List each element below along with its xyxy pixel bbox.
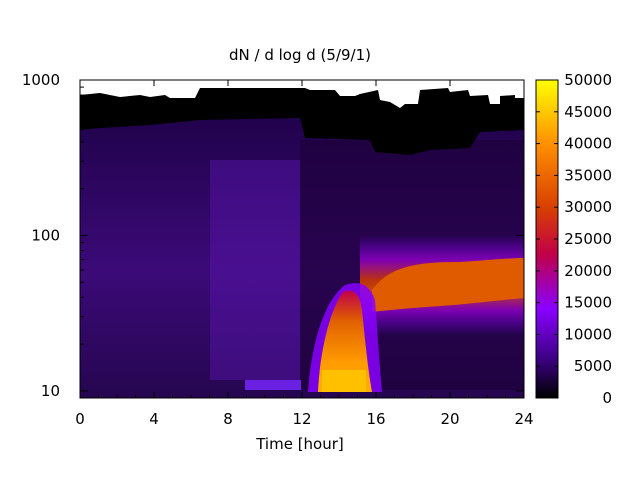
colorbar-tick-label: 40000 <box>564 135 612 153</box>
colorbar-tick-label: 5000 <box>574 357 612 375</box>
colorbar-tick-label: 25000 <box>564 230 612 248</box>
x-tick-label: 12 <box>292 410 311 428</box>
region-white-jagged-edge <box>80 80 524 108</box>
colorbar-tick-label: 45000 <box>564 103 612 121</box>
x-tick-label: 8 <box>223 410 233 428</box>
plot-area <box>79 79 525 399</box>
x-axis-label: Time [hour] <box>255 435 344 453</box>
colorbar: 0 5000 10000 15000 20000 25000 30000 35000 40000… <box>535 71 612 407</box>
colorbar-ticks: 0 5000 10000 15000 20000 25000 30000 35000 40000… <box>536 71 612 407</box>
region-low-size-strip <box>245 380 301 390</box>
y-tick-label: 10 <box>41 382 60 400</box>
y-tick-label: 100 <box>31 226 60 244</box>
colorbar-tick-label: 35000 <box>564 166 612 184</box>
x-tick-label: 16 <box>366 410 385 428</box>
colorbar-tick-label: 50000 <box>564 71 612 89</box>
colorbar-tick-label: 15000 <box>564 294 612 312</box>
colorbar-tick-label: 20000 <box>564 262 612 280</box>
y-axis: 10 100 1000 <box>22 71 524 400</box>
x-tick-label: 4 <box>149 410 159 428</box>
x-axis: 0 4 8 12 16 20 24 <box>75 80 534 428</box>
burst-yellow-base <box>322 370 366 392</box>
x-tick-label: 24 <box>514 410 533 428</box>
burst-orange-core <box>318 290 372 392</box>
x-tick-label: 20 <box>440 410 459 428</box>
colorbar-tick-label: 0 <box>602 389 612 407</box>
colorbar-tick-label: 30000 <box>564 198 612 216</box>
x-tick-label: 0 <box>75 410 85 428</box>
colorbar-tick-label: 10000 <box>564 325 612 343</box>
y-tick-label: 1000 <box>22 71 60 89</box>
region-morning-purple <box>210 160 300 380</box>
band-orange-core <box>372 258 524 312</box>
chart-title: dN / d log d (5/9/1) <box>229 46 371 64</box>
